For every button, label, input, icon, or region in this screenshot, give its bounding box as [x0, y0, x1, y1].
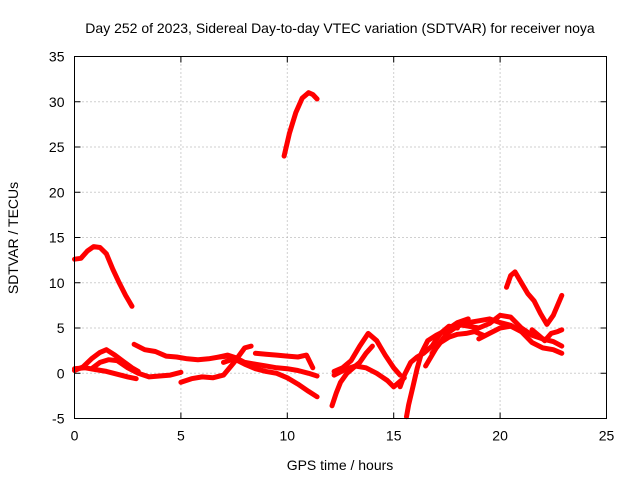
y-axis: -5 0 5 10 15 20 25 30 35: [49, 49, 607, 427]
grid-lines: [74, 56, 607, 419]
y-tick-label: 30: [49, 94, 65, 110]
x-tick-label: 25: [599, 428, 615, 444]
series-arc-early-low: [72, 365, 139, 382]
y-tick-label: -5: [52, 411, 65, 427]
series-arc-bump-1: [178, 343, 254, 385]
x-tick-label: 10: [280, 428, 296, 444]
y-tick-label: 20: [49, 184, 65, 200]
series-arc-peak-1: [331, 330, 403, 378]
x-tick-label: 15: [386, 428, 402, 444]
series-arc-mid-fall-2: [221, 356, 320, 400]
x-tick-label: 5: [177, 428, 185, 444]
y-tick-label: 10: [49, 275, 65, 291]
y-tick-label: 0: [57, 365, 65, 381]
series-arc-tail-end: [529, 327, 565, 344]
series-arc-dip-1: [329, 343, 375, 409]
series-arc-early-high: [72, 244, 135, 309]
series-layer: [72, 90, 565, 420]
series-arc-peak-late: [504, 269, 565, 327]
series-arc-flat-1: [131, 341, 231, 363]
chart-title: Day 252 of 2023, Sidereal Day-to-day VTE…: [85, 20, 595, 36]
series-arc-early-mid: [89, 357, 184, 380]
series-arc-late-wave: [429, 329, 486, 356]
series-arc-rise-2: [397, 323, 460, 390]
series-arc-high-rise: [281, 90, 320, 159]
y-tick-label: 15: [49, 230, 65, 246]
y-axis-label: SDTVAR / TECUs: [5, 182, 21, 294]
y-tick-label: 25: [49, 139, 65, 155]
y-tick-label: 5: [57, 320, 65, 336]
x-axis: 0 5 10 15 20 25: [71, 56, 615, 444]
x-tick-label: 0: [71, 428, 79, 444]
series-arc-descend-1: [331, 363, 407, 390]
y-tick-label: 35: [49, 49, 65, 65]
series-arc-flat-2: [252, 350, 316, 371]
x-tick-label: 20: [492, 428, 508, 444]
series-arc-tail-late: [476, 323, 565, 356]
series-arc-early-rise: [72, 347, 141, 374]
x-axis-label: GPS time / hours: [287, 457, 394, 473]
